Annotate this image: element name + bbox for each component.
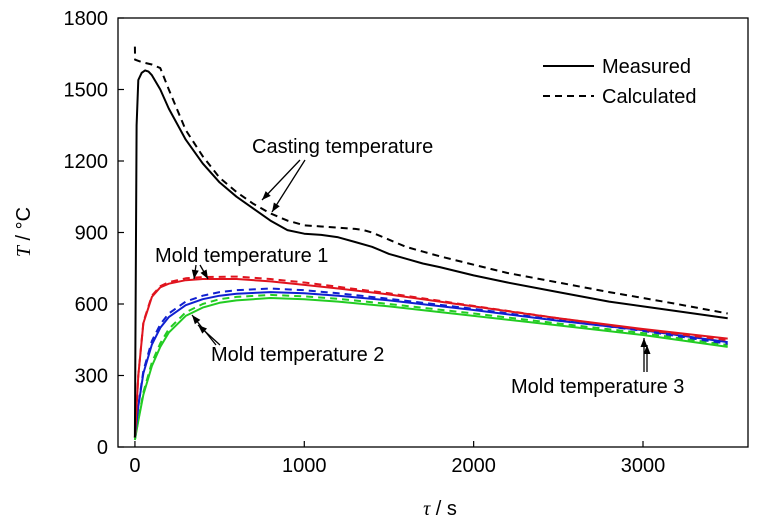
y-tick-label: 0 bbox=[97, 437, 108, 459]
arrow-mold2-a-head bbox=[192, 315, 201, 325]
y-axis-title: T / °C bbox=[13, 207, 35, 257]
arrow-mold1-a-head bbox=[191, 269, 199, 279]
series-mold3-calculated bbox=[133, 293, 728, 441]
arrow-casting-measured-head bbox=[262, 191, 271, 200]
annotation-mold-temperature-1: Mold temperature 1 bbox=[155, 245, 328, 267]
legend-measured-label: Measured bbox=[602, 56, 691, 78]
y-tick-label: 600 bbox=[75, 294, 108, 316]
x-tick-label: 2000 bbox=[451, 455, 496, 477]
series-mold1-calculated bbox=[133, 275, 728, 438]
x-tick-label: 0 bbox=[129, 455, 140, 477]
arrow-casting-measured bbox=[261, 159, 301, 201]
y-tick-label: 1200 bbox=[64, 151, 109, 173]
arrow-casting-calculated-head bbox=[272, 202, 280, 212]
y-tick-label: 300 bbox=[75, 366, 108, 388]
annotation-mold-temperature-2: Mold temperature 2 bbox=[211, 344, 384, 366]
series-mold3-measured bbox=[133, 297, 728, 441]
arrow-mold3-a-head bbox=[640, 338, 648, 347]
x-tick-label: 3000 bbox=[621, 455, 666, 477]
y-tick-label: 1500 bbox=[64, 80, 109, 102]
annotation-mold-temperature-3: Mold temperature 3 bbox=[511, 376, 684, 398]
x-axis-title: τ / s bbox=[423, 498, 457, 520]
y-tick-label: 1800 bbox=[64, 8, 109, 30]
arrow-mold3-b-head bbox=[643, 345, 651, 354]
annotation-casting-temperature: Casting temperature bbox=[252, 136, 433, 158]
arrow-casting-calculated bbox=[271, 159, 306, 213]
arrow-mold1-b-head bbox=[200, 269, 208, 279]
y-tick-label: 900 bbox=[75, 223, 108, 245]
x-tick-label: 1000 bbox=[282, 455, 327, 477]
series-casting-measured bbox=[133, 69, 728, 438]
series-casting-calculated bbox=[133, 46, 728, 315]
arrow-mold2-b-head bbox=[198, 325, 208, 334]
legend-calculated-label: Calculated bbox=[602, 86, 697, 108]
legend: Measured Calculated bbox=[543, 56, 697, 108]
series-mold2-calculated bbox=[133, 287, 728, 438]
